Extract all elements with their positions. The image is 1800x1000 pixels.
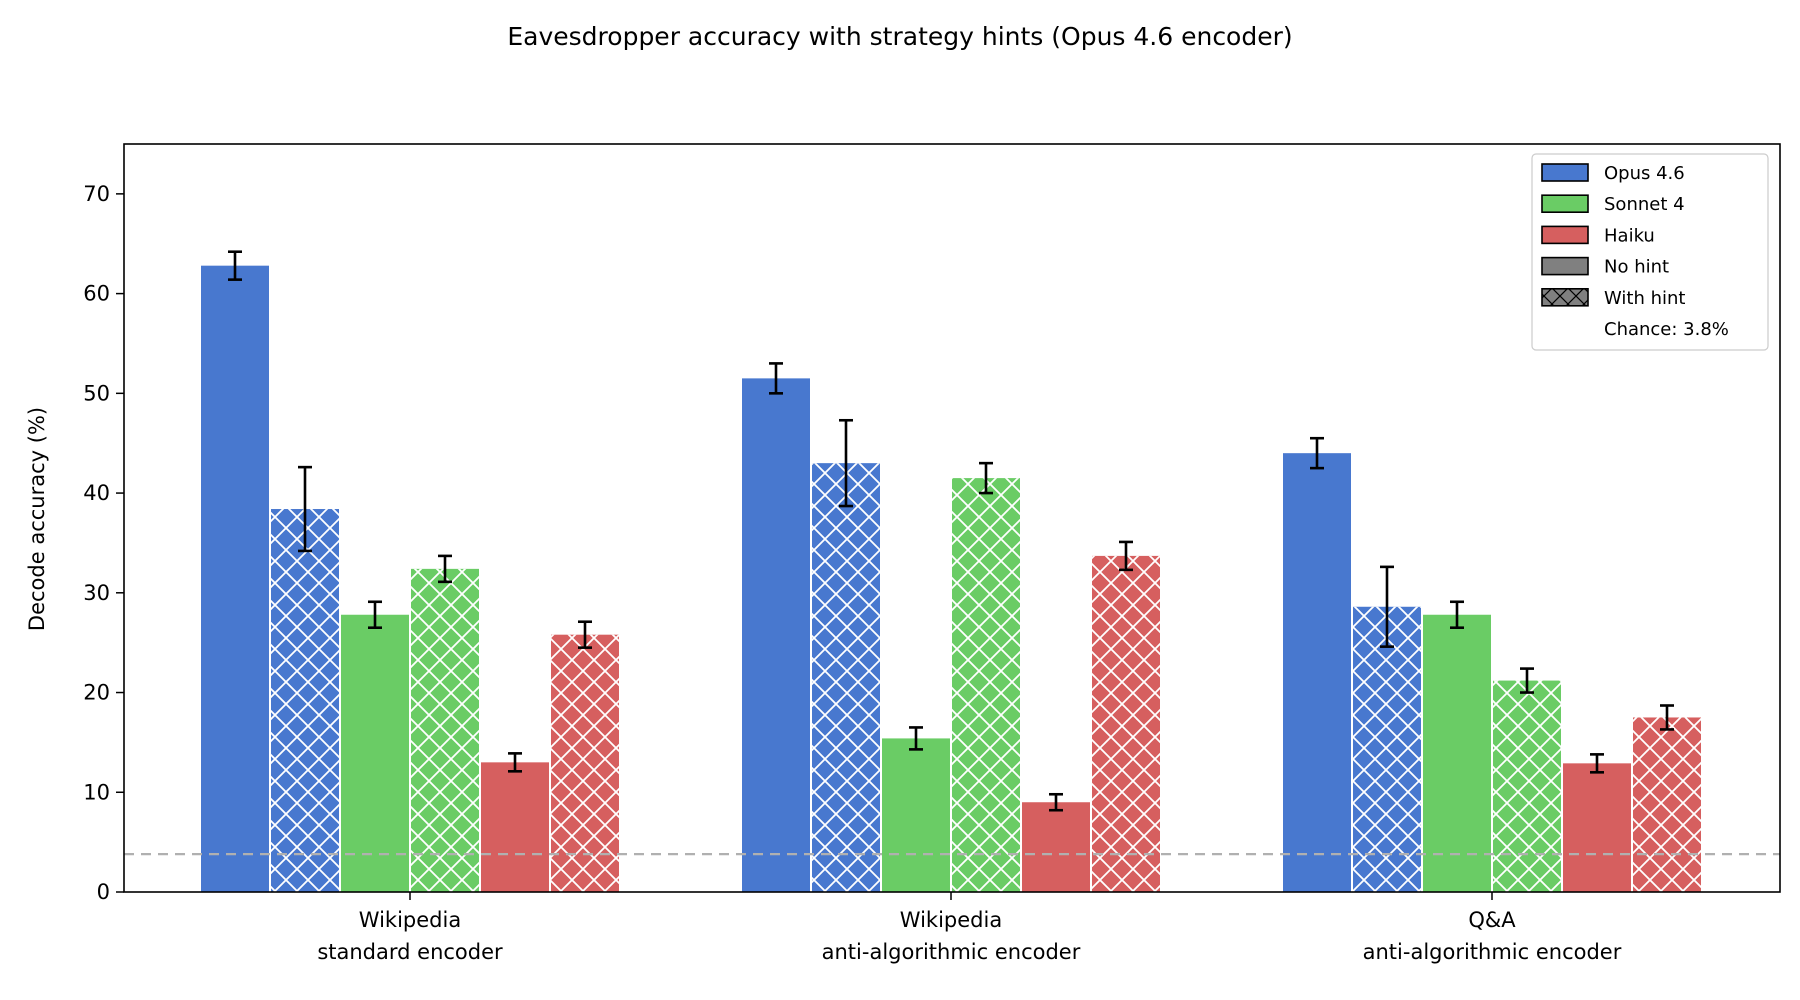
bar-sonnet-4-no-hint-0 <box>341 614 409 892</box>
bar-hatch-opus-4-6-with-hint-1 <box>812 463 880 892</box>
y-tick-label: 10 <box>83 780 110 804</box>
bar-hatch-opus-4-6-with-hint-2 <box>1353 606 1421 892</box>
chart-legend: Opus 4.6 Sonnet 4 Haiku No hint With hint Cha… <box>1531 153 1769 351</box>
bar-hatch-sonnet-4-with-hint-1 <box>952 478 1020 892</box>
legend-swatch-no-hint <box>1541 256 1589 276</box>
bar-opus-4-6-no-hint-0 <box>201 265 269 892</box>
bar-hatch-sonnet-4-with-hint-0 <box>411 568 479 892</box>
y-tick-label: 50 <box>83 381 110 405</box>
y-axis-ticks: 0 10 20 30 40 50 60 70 <box>83 182 124 904</box>
bar-hatch-haiku-with-hint-0 <box>551 634 619 892</box>
legend-label-with-hint: With hint <box>1604 288 1685 309</box>
legend-swatch-haiku <box>1541 225 1589 245</box>
y-axis-label: Decode accuracy (%) <box>25 407 49 631</box>
legend-label-no-hint: No hint <box>1604 257 1669 278</box>
x-tick-label: standard encoder <box>317 940 503 964</box>
x-tick-label: anti-algorithmic encoder <box>1363 940 1622 964</box>
bar-opus-4-6-no-hint-1 <box>742 378 810 893</box>
bar-hatch-haiku-with-hint-2 <box>1633 717 1701 892</box>
bar-haiku-no-hint-2 <box>1563 763 1631 892</box>
legend-label-opus-4-6: Opus 4.6 <box>1604 163 1685 184</box>
legend-label-sonnet-4: Sonnet 4 <box>1604 194 1685 215</box>
legend-swatch-hatch-with-hint <box>1542 288 1588 306</box>
plot-frame <box>123 143 1781 893</box>
x-tick-label: Wikipedia <box>359 908 461 932</box>
legend-swatch-sonnet-4 <box>1541 194 1589 213</box>
x-tick-label: anti-algorithmic encoder <box>822 940 1081 964</box>
legend-label-chance-3-8: Chance: 3.8% <box>1604 319 1729 340</box>
y-tick-label: 20 <box>83 681 110 705</box>
bar-sonnet-4-no-hint-2 <box>1423 614 1491 892</box>
y-tick-label: 60 <box>83 282 110 306</box>
bar-haiku-no-hint-0 <box>481 762 549 892</box>
chart-title: Eavesdropper accuracy with strategy hint… <box>507 22 1292 51</box>
x-axis-ticks: Wikipedia standard encoder Wikipedia anti-a… <box>317 892 1622 964</box>
y-tick-label: 40 <box>83 481 110 505</box>
bar-haiku-no-hint-1 <box>1022 802 1090 892</box>
bar-hatch-sonnet-4-with-hint-2 <box>1493 680 1561 892</box>
bar-opus-4-6-no-hint-2 <box>1283 453 1351 892</box>
legend-label-haiku: Haiku <box>1604 225 1655 246</box>
bar-hatch-haiku-with-hint-1 <box>1092 555 1160 892</box>
x-tick-label: Wikipedia <box>900 908 1002 932</box>
y-tick-label: 30 <box>83 581 110 605</box>
y-tick-label: 0 <box>97 880 110 904</box>
errorbar-layer <box>228 250 1674 812</box>
legend-frame <box>1531 153 1769 351</box>
y-tick-label: 70 <box>83 182 110 206</box>
bar-layer <box>201 265 1701 893</box>
bar-sonnet-4-no-hint-1 <box>882 738 950 892</box>
x-tick-label: Q&A <box>1468 908 1516 932</box>
legend-swatch-opus-4-6 <box>1541 163 1589 182</box>
bar-hatch-opus-4-6-with-hint-0 <box>271 509 339 892</box>
